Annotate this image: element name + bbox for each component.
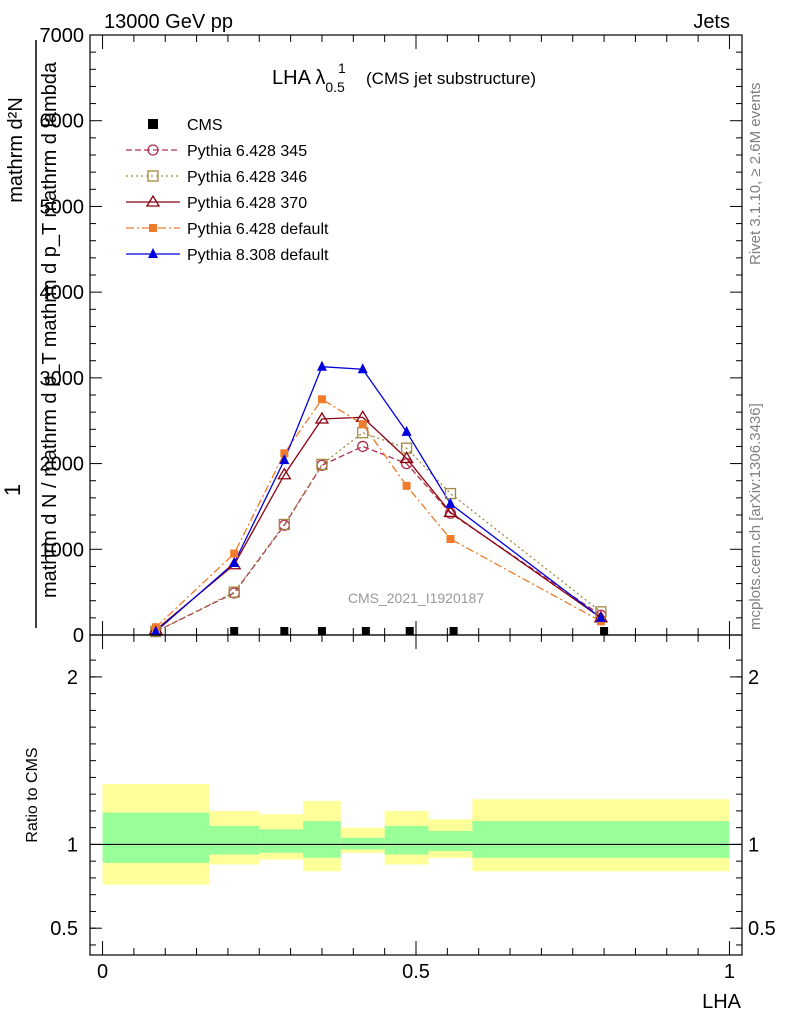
ylabel-denominator: mathrm d N / mathrm d p_T mathrm d p_T m…: [39, 61, 61, 598]
data-point-s1-4: [357, 440, 369, 453]
ratio-ytick-label-left-1: 1: [67, 834, 78, 856]
data-point-s3-3: [314, 411, 330, 424]
data-point-s1-6: [444, 507, 457, 519]
title-main: LHA λ: [272, 67, 325, 89]
data-point-s5-1: [229, 557, 240, 567]
ratio-ytick-label-right-1: 1: [748, 834, 759, 856]
data-point-s5-3: [316, 360, 327, 371]
data-point-s5-2: [279, 454, 290, 465]
main-ytick-label-7: 7000: [40, 25, 85, 47]
main-ytick-label-1: 1000: [40, 539, 85, 561]
ratio-ytick-label-right-2: 2: [748, 667, 759, 689]
data-point-s0-0: [230, 627, 239, 635]
x-tick-label-2: 1: [724, 961, 735, 983]
ratio-ytick-label-left-2: 2: [67, 667, 78, 689]
data-point-s5-0: [150, 625, 161, 636]
chart-title: LHA λ0.5 1 (CMS jet substructure): [272, 60, 536, 95]
data-point-s3-5: [399, 451, 414, 464]
legend-label-0: CMS: [187, 117, 223, 134]
legend-marker-0: [148, 119, 158, 129]
data-point-s5-4: [357, 363, 368, 374]
ratio-ytick-label-left-0: 0.5: [50, 918, 78, 940]
data-point-s4-3: [317, 395, 326, 404]
legend-label-5: Pythia 8.308 default: [187, 247, 329, 264]
main-ytick-label-6: 6000: [40, 111, 85, 133]
main-ytick-label-5: 5000: [40, 196, 85, 218]
ratio-band-inner-4: [340, 837, 385, 850]
data-point-s5-7: [595, 611, 606, 622]
data-point-s2-3: [316, 458, 328, 471]
data-point-s0-1: [280, 627, 289, 635]
data-point-s0-3: [361, 627, 370, 635]
main-ytick-label-2: 2000: [40, 454, 85, 476]
ratio-band-inner-2: [259, 829, 304, 853]
legend-marker-5: [148, 248, 158, 258]
data-point-s4-1: [230, 549, 239, 558]
data-point-s3-6: [443, 505, 458, 518]
svg-text:LHA λ0.5: LHA λ0.5: [272, 67, 345, 95]
header-right: Jets: [693, 11, 730, 33]
mcplots-label: mcplots.cern.ch [arXiv:1306.3436]: [747, 403, 764, 630]
series-line-3: [155, 416, 602, 631]
header-left: 13000 GeV pp: [104, 11, 233, 33]
data-point-s4-5: [402, 481, 411, 490]
title-suffix: (CMS jet substructure): [366, 69, 536, 88]
data-point-s4-2: [280, 449, 289, 458]
ylabel-one: 1: [0, 484, 25, 496]
x-axis-label: LHA: [702, 991, 742, 1013]
ratio-band-inner-3: [303, 820, 341, 858]
ratio-band-inner-7: [472, 820, 730, 858]
series-line-4: [155, 398, 602, 628]
data-point-s3-2: [277, 467, 292, 480]
data-point-s2-1: [228, 586, 240, 598]
data-point-s5-6: [445, 497, 456, 508]
rivet-label: Rivet 3.1.10, ≥ 2.6M events: [747, 83, 764, 266]
legend-marker-3: [145, 194, 161, 207]
ratio-band-inner-6: [428, 831, 473, 852]
legend-label-4: Pythia 6.428 default: [187, 221, 329, 238]
series-line-5: [155, 366, 602, 633]
legend-marker-1: [147, 144, 159, 156]
y-axis-label-main: 1 mathrm d²N mathrm d N / mathrm d p_T m…: [0, 40, 61, 628]
watermark: CMS_2021_I1920187: [348, 590, 484, 606]
x-tick-label-1: 0.5: [402, 961, 430, 983]
legend-label-2: Pythia 6.428 346: [187, 169, 307, 186]
legend-label-1: Pythia 6.428 345: [187, 143, 307, 160]
ratio-band-inner-0: [102, 812, 210, 863]
main-ytick-label-4: 4000: [40, 282, 85, 304]
data-point-s0-4: [405, 627, 414, 635]
series-line-2: [155, 431, 602, 633]
data-point-s2-2: [278, 518, 290, 531]
ylabel-numerator: mathrm d²N: [5, 97, 27, 203]
main-ytick-label-0: 0: [73, 625, 84, 647]
ratio-ytick-label-right-0: 0.5: [748, 918, 776, 940]
data-point-s5-5: [401, 425, 412, 436]
ratio-ylabel: Ratio to CMS: [24, 747, 41, 842]
data-point-s0-5: [449, 627, 458, 635]
main-ytick-label-3: 3000: [40, 368, 85, 390]
legend-label-3: Pythia 6.428 370: [187, 195, 307, 212]
ratio-band-inner-1: [209, 825, 260, 855]
ratio-band-inner-5: [384, 825, 429, 855]
data-point-s3-4: [355, 410, 370, 422]
title-sup: 1: [338, 60, 346, 76]
legend-marker-2: [147, 170, 159, 182]
data-point-s4-4: [358, 420, 367, 429]
legend-marker-4: [149, 224, 157, 232]
data-point-s1-5: [400, 457, 413, 470]
x-tick-label-0: 0: [97, 961, 108, 983]
title-sub: 0.5: [325, 79, 345, 95]
data-point-s4-6: [446, 535, 455, 543]
